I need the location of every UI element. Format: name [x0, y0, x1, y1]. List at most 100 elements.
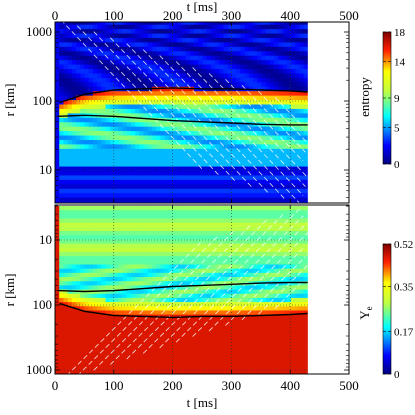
top-heatmap-cell	[130, 144, 136, 149]
top-heatmap-cell	[253, 28, 258, 34]
top-heatmap-cell	[257, 144, 262, 149]
bottom-heatmap-cell	[202, 210, 208, 215]
top-heatmap-cell	[240, 157, 246, 163]
top-heatmap-cell	[118, 42, 123, 47]
top-heatmap-cell	[105, 192, 111, 198]
bottom-heatmap-cell	[194, 243, 199, 249]
bottom-heatmap-cell	[253, 322, 258, 328]
top-heatmap-cell	[105, 46, 111, 52]
top-heatmap-cell	[118, 112, 123, 118]
top-heatmap-cell	[143, 126, 149, 132]
top-heatmap-cell	[269, 130, 275, 136]
bottom-heatmap-cell	[248, 235, 254, 240]
bottom-heatmap-cell	[274, 281, 279, 286]
bottom-heatmap-cell	[92, 218, 98, 224]
bottom-heatmap-cell	[92, 264, 98, 270]
top-heatmap-cell	[278, 55, 283, 61]
top-heatmap-cell	[261, 64, 267, 70]
top-heatmap-cell	[92, 28, 98, 34]
top-heatmap-cell	[236, 50, 241, 56]
top-heatmap-cell	[253, 161, 258, 167]
top-heatmap-cell	[194, 28, 199, 34]
top-heatmap-cell	[248, 81, 254, 87]
top-heatmap-cell	[84, 161, 90, 167]
top-heatmap-cell	[223, 37, 229, 43]
bottom-heatmap-cell	[168, 339, 174, 345]
bottom-heatmap-cell	[236, 331, 241, 336]
bottom-heatmap-cell	[282, 364, 288, 370]
top-heatmap-cell	[286, 90, 292, 96]
top-heatmap-cell	[295, 166, 300, 172]
bottom-heatmap-cell	[67, 318, 73, 324]
top-heatmap-cell	[198, 126, 203, 132]
bottom-heatmap-cell	[198, 289, 203, 295]
top-heatmap-cell	[63, 73, 69, 78]
top-heatmap-cell	[172, 68, 178, 74]
bottom-heatmap-cell	[109, 222, 115, 228]
top-heatmap-cell	[227, 64, 233, 70]
bottom-heatmap-cell	[236, 231, 241, 236]
top-heatmap-cell	[84, 117, 90, 123]
top-heatmap-cell	[185, 126, 191, 132]
top-heatmap-cell	[227, 90, 233, 96]
top-heatmap-cell	[261, 117, 267, 123]
top-heatmap-cell	[172, 139, 178, 145]
top-heatmap-cell	[156, 157, 161, 163]
top-heatmap-cell	[295, 175, 300, 180]
bottom-heatmap-cell	[202, 293, 208, 299]
bottom-heatmap-cell	[282, 272, 288, 278]
top-heatmap-cell	[185, 46, 191, 52]
top-heatmap-cell	[113, 126, 119, 132]
top-trajectory	[225, 78, 304, 162]
bottom-heatmap-cell	[101, 356, 106, 361]
top-heatmap-cell	[278, 152, 283, 158]
top-heatmap-cell	[236, 161, 241, 167]
top-heatmap-cell	[63, 152, 69, 158]
bottom-heatmap-cell	[253, 310, 258, 316]
top-heatmap-cell	[248, 188, 254, 194]
bottom-heatmap-cell	[240, 331, 246, 336]
bottom-heatmap-cell	[105, 218, 111, 224]
top-heatmap-cell	[156, 24, 161, 30]
top-heatmap-cell	[206, 37, 212, 43]
top-heatmap-cell	[227, 166, 233, 172]
top-heatmap-cell	[71, 99, 77, 105]
top-heatmap-cell	[253, 68, 258, 74]
top-heatmap-cell	[71, 197, 77, 203]
top-heatmap-cell	[206, 73, 212, 78]
bottom-heatmap-cell	[76, 352, 81, 357]
bottom-heatmap-cell	[143, 222, 149, 228]
top-heatmap-cell	[240, 201, 246, 203]
bottom-heatmap-cell	[274, 222, 279, 228]
bottom-heatmap-cell	[63, 289, 69, 295]
top-heatmap-cell	[299, 24, 305, 30]
top-heatmap-cell	[101, 37, 106, 43]
top-heatmap-cell	[164, 152, 170, 158]
top-heatmap-cell	[109, 50, 115, 56]
top-heatmap-cell	[71, 135, 77, 140]
top-heatmap-cell	[198, 121, 203, 127]
top-heatmap-cell	[240, 197, 246, 203]
top-heatmap-cell	[63, 86, 69, 92]
bottom-heatmap-cell	[76, 293, 81, 299]
bottom-heatmap-cell	[113, 306, 119, 311]
bottom-heatmap-cell	[286, 368, 292, 374]
top-heatmap-cell	[219, 148, 224, 154]
bottom-heatmap-cell	[253, 256, 258, 261]
top-heatmap-cell	[122, 95, 128, 101]
bottom-heatmap-cell	[265, 368, 271, 374]
bottom-heatmap-cell	[257, 352, 262, 357]
top-heatmap-cell	[236, 126, 241, 132]
top-heatmap-cell	[248, 112, 254, 118]
top-heatmap-cell	[59, 104, 64, 109]
bottom-heatmap-cell	[240, 352, 246, 357]
bottom-heatmap-cell	[265, 348, 271, 353]
top-heatmap-cell	[206, 121, 212, 127]
bottom-heatmap-cell	[198, 368, 203, 374]
bottom-heatmap-cell	[202, 222, 208, 228]
top-heatmap-cell	[215, 81, 220, 87]
bottom-heatmap-cell	[202, 318, 208, 324]
top-heatmap-cell	[244, 64, 250, 70]
bottom-heatmap-cell	[164, 222, 170, 228]
top-heatmap-cell	[118, 59, 123, 65]
